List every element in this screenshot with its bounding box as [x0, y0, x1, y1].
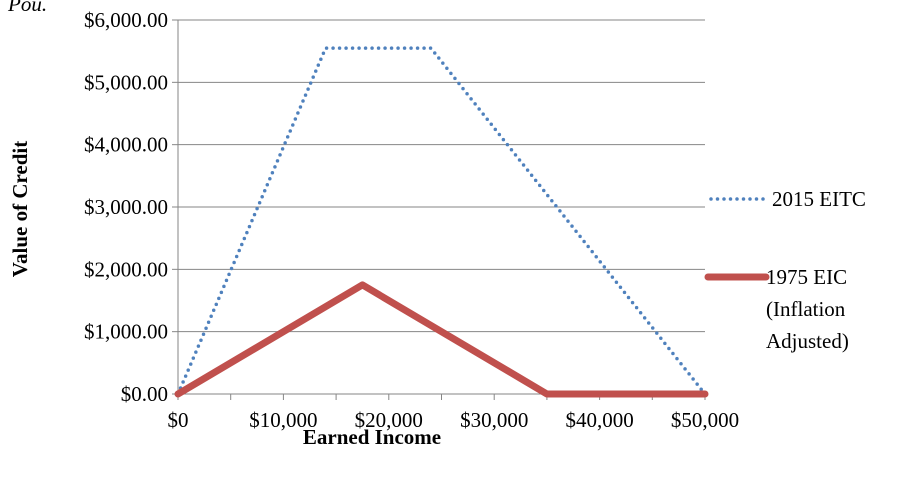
axes: [172, 19, 706, 400]
series-group: [174, 46, 709, 398]
series-line: [176, 46, 707, 396]
y-tick-label: $0.00: [121, 382, 168, 406]
x-tick-label: $0: [168, 408, 189, 432]
legend-label: 1975 EIC (Inflation Adjusted): [766, 265, 849, 353]
legend-label: 2015 EITC: [772, 187, 866, 211]
series-line: [174, 281, 709, 398]
x-tick-labels: $0 $10,000 $20,000 $30,000 $40,000 $50,000: [168, 408, 740, 432]
x-tick-label: $30,000: [460, 408, 528, 432]
x-tick-label: $40,000: [565, 408, 633, 432]
y-tick-label: $5,000.00: [84, 70, 168, 94]
x-tick-label: $50,000: [671, 408, 739, 432]
y-tick-label: $6,000.00: [84, 8, 168, 32]
y-tick-label: $4,000.00: [84, 133, 168, 157]
y-axis-title: Value of Credit: [8, 141, 32, 278]
y-tick-label: $3,000.00: [84, 195, 168, 219]
y-tick-labels: $0.00 $1,000.00 $2,000.00 $3,000.00 $4,000.0…: [84, 8, 168, 406]
legend: 2015 EITC 1975 EIC (Inflation Adjusted): [704, 187, 866, 353]
chart-title: Pou.: [7, 0, 47, 16]
y-tick-label: $2,000.00: [84, 257, 168, 281]
gridlines: [178, 19, 705, 333]
x-axis-title: Earned Income: [303, 425, 441, 449]
x-tick-label: $20,000: [355, 408, 423, 432]
y-tick-label: $1,000.00: [84, 320, 168, 344]
x-tick-label: $10,000: [249, 408, 317, 432]
